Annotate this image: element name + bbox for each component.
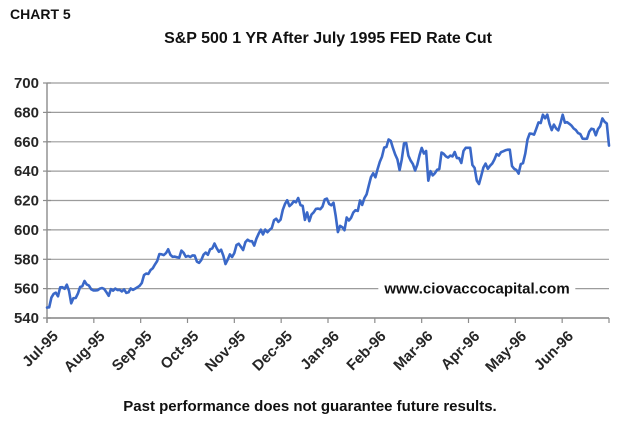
x-axis-tick-label: Jan-96	[297, 328, 343, 374]
y-axis-tick-label: 640	[14, 163, 39, 180]
x-axis-tick-label: May-96	[482, 328, 530, 376]
axes	[43, 82, 610, 323]
x-axis-tick-label: Mar-96	[390, 328, 436, 374]
y-axis-tick-label: 560	[14, 281, 39, 298]
x-axis-tick-label: Dec-95	[249, 328, 296, 375]
chart-number-label: CHART 5	[10, 6, 71, 22]
x-axis-tick-label: Sep-95	[109, 328, 156, 375]
y-axis-tick-label: 700	[14, 75, 39, 92]
y-axis-tick-label: 660	[14, 134, 39, 151]
y-axis-tick-label: 620	[14, 193, 39, 210]
x-axis-tick-label: Apr-96	[438, 328, 484, 374]
y-axis-tick-label: 580	[14, 251, 39, 268]
x-axis-tick-label: Aug-95	[61, 328, 109, 376]
y-axis-tick-label: 680	[14, 104, 39, 121]
x-axis-tick-label: Feb-96	[343, 328, 389, 374]
y-axis-tick-label: 600	[14, 222, 39, 239]
price-line	[45, 113, 611, 309]
y-axis-labels: 700 680 660 640 620 600 580 560 540	[14, 75, 39, 327]
x-axis-tick-label: Jul-95	[19, 328, 62, 371]
disclaimer-caption: Past performance does not guarantee futu…	[123, 398, 497, 415]
y-axis-tick-label: 540	[14, 310, 39, 327]
chart-title: S&P 500 1 YR After July 1995 FED Rate Cu…	[164, 30, 492, 47]
watermark: www.ciovaccocapital.com	[378, 279, 576, 299]
x-axis-tick-label: Nov-95	[202, 328, 249, 375]
x-axis-tick-label: Jun-96	[531, 328, 577, 374]
x-axis-tick-label: Oct-95	[157, 328, 202, 373]
